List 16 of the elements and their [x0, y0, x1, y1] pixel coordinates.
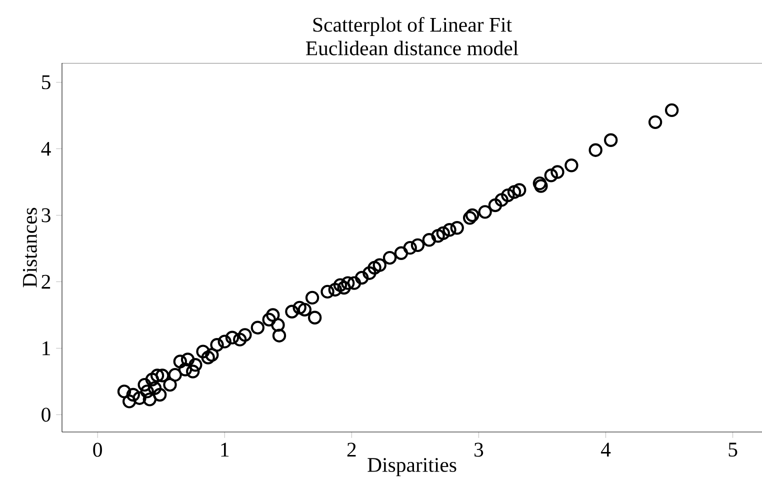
x-tick-label: 3: [474, 442, 484, 457]
y-axis-title: Distances: [22, 208, 37, 288]
chart-title: Scatterplot of Linear Fit: [313, 17, 512, 36]
chart-subtitle: Euclidean distance model: [306, 40, 518, 56]
x-tick-label: 5: [728, 442, 738, 457]
x-axis-title: Disparities: [368, 458, 456, 476]
y-tick-label: 3: [42, 208, 50, 222]
y-tick-label: 4: [41, 142, 51, 156]
y-tick-label: 0: [42, 408, 50, 422]
y-tick-label: 2: [42, 274, 50, 289]
x-tick-label: 2: [347, 442, 356, 457]
x-tick-label: 0: [93, 442, 102, 457]
x-tick-label: 1: [221, 442, 229, 456]
y-tick-label: 1: [42, 341, 50, 356]
y-tick-label: 5: [42, 75, 50, 90]
x-tick-label: 4: [600, 442, 611, 456]
